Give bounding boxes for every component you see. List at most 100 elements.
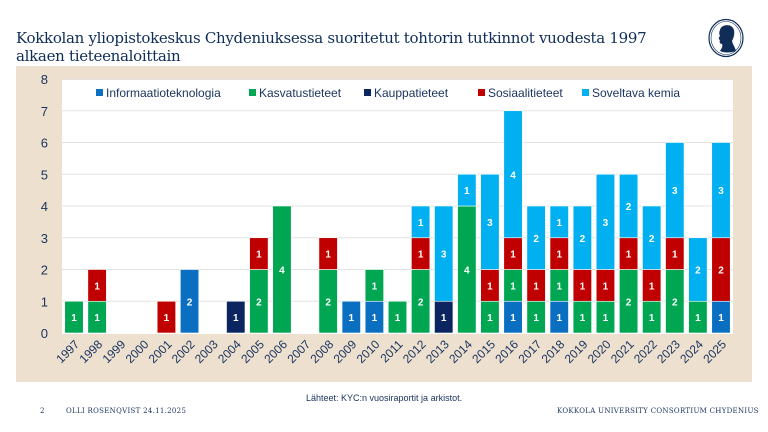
data-label: 1	[718, 313, 724, 324]
x-tick-label: 2011	[377, 337, 405, 365]
data-label: 2	[533, 234, 539, 245]
legend-swatch	[582, 89, 589, 96]
bar-segment	[87, 269, 107, 302]
data-label: 2	[695, 266, 701, 277]
bar-segment	[179, 269, 200, 334]
legend-swatch	[478, 89, 485, 96]
data-label: 1	[71, 313, 77, 324]
data-label: 1	[580, 281, 586, 292]
x-tick-label: 2000	[123, 337, 152, 366]
x-tick-label: 2006	[261, 337, 290, 366]
author-date: OLLI ROSENQVIST 24.11.2025	[66, 407, 187, 415]
data-label: 3	[603, 218, 609, 229]
data-label: 1	[510, 250, 516, 261]
x-tick-label: 2016	[492, 337, 521, 366]
data-label: 1	[672, 250, 678, 261]
legend-item: Kauppatieteet	[364, 86, 448, 100]
data-label: 1	[164, 313, 170, 324]
y-tick-label: 4	[41, 199, 48, 214]
organization-name: KOKKOLA UNIVERSITY CONSORTIUM CHYDENIUS	[557, 407, 759, 415]
legend-item: Soveltava kemia	[582, 86, 680, 100]
x-tick-label: 1999	[100, 337, 129, 366]
bar-segment	[249, 237, 269, 270]
data-label: 1	[603, 281, 609, 292]
bar-segment	[665, 142, 685, 239]
bar-segment	[642, 205, 662, 270]
bar-segment	[549, 205, 569, 239]
data-label: 1	[533, 281, 539, 292]
data-label: 2	[626, 297, 632, 308]
bar-segment	[711, 142, 731, 239]
x-tick-label: 2004	[215, 337, 244, 366]
y-tick-label: 0	[41, 326, 48, 341]
x-tick-label: 2020	[585, 337, 614, 366]
x-tick-label: 2001	[146, 337, 175, 366]
data-label: 4	[279, 266, 285, 277]
silhouette-portrait-logo-icon	[708, 18, 744, 58]
data-label: 1	[603, 313, 609, 324]
bar-segment	[434, 205, 454, 302]
data-label: 1	[372, 313, 378, 324]
bar-segment	[226, 300, 246, 334]
data-label: 1	[556, 313, 562, 324]
y-tick-label: 1	[41, 294, 48, 309]
data-label: 1	[94, 281, 100, 292]
source-note: Lähteet: KYC:n vuosiraportit ja arkistot…	[306, 393, 463, 403]
y-tick-label: 3	[41, 231, 48, 246]
bar-segment	[595, 173, 616, 270]
bar-segment	[364, 269, 384, 302]
x-tick-label: 2009	[331, 337, 360, 366]
data-label: 2	[580, 234, 586, 245]
x-tick-label: 2018	[539, 337, 568, 366]
data-label: 2	[718, 266, 724, 277]
x-tick-label: 2007	[284, 337, 313, 366]
bar-segment	[411, 205, 431, 239]
data-label: 3	[718, 186, 724, 197]
legend-label: Soveltava kemia	[592, 86, 681, 100]
data-label: 1	[349, 313, 355, 324]
x-tick-label: 2012	[400, 337, 429, 366]
x-tick-label: 2008	[308, 337, 337, 366]
data-label: 1	[533, 313, 539, 324]
bar-segment	[619, 173, 639, 239]
data-label: 1	[695, 313, 701, 324]
y-tick-label: 2	[41, 263, 48, 278]
x-tick-label: 2013	[423, 337, 452, 366]
data-label: 1	[556, 281, 562, 292]
x-tick-label: 2024	[677, 337, 706, 366]
bar-segment	[572, 205, 592, 270]
x-tick-label: 1998	[76, 337, 105, 366]
x-tick-label: 2025	[700, 337, 729, 366]
legend-label: Sosiaalitieteet	[488, 86, 563, 100]
bar-segment	[387, 300, 408, 334]
legend-item: Informaatioteknologia	[96, 86, 221, 100]
data-label: 1	[556, 218, 562, 229]
bar-segment	[156, 300, 176, 334]
data-label: 1	[649, 313, 655, 324]
x-tick-label: 2003	[192, 337, 221, 366]
data-label: 2	[325, 297, 331, 308]
x-tick-label: 2002	[169, 337, 198, 366]
y-tick-label: 7	[41, 104, 48, 119]
x-tick-label: 1997	[53, 337, 82, 366]
legend-swatch	[249, 89, 256, 96]
page-number: 2	[40, 407, 45, 415]
data-label: 2	[626, 202, 632, 213]
data-label: 1	[256, 250, 262, 261]
data-label: 1	[395, 313, 401, 324]
bar-segment	[457, 173, 477, 207]
bar-segment	[688, 237, 708, 302]
bar-segment	[526, 205, 546, 270]
x-tick-label: 2005	[238, 337, 267, 366]
data-label: 4	[510, 170, 516, 181]
data-label: 2	[256, 297, 262, 308]
legend-label: Kasvatustieteet	[259, 86, 342, 100]
data-label: 1	[649, 281, 655, 292]
data-label: 1	[418, 250, 424, 261]
slide-title: Kokkolan yliopistokeskus Chydeniuksessa …	[16, 29, 647, 65]
data-label: 4	[464, 266, 470, 277]
legend-item: Sosiaalitieteet	[478, 86, 563, 100]
x-tick-label: 2022	[631, 337, 660, 366]
legend-label: Informaatioteknologia	[106, 86, 221, 100]
